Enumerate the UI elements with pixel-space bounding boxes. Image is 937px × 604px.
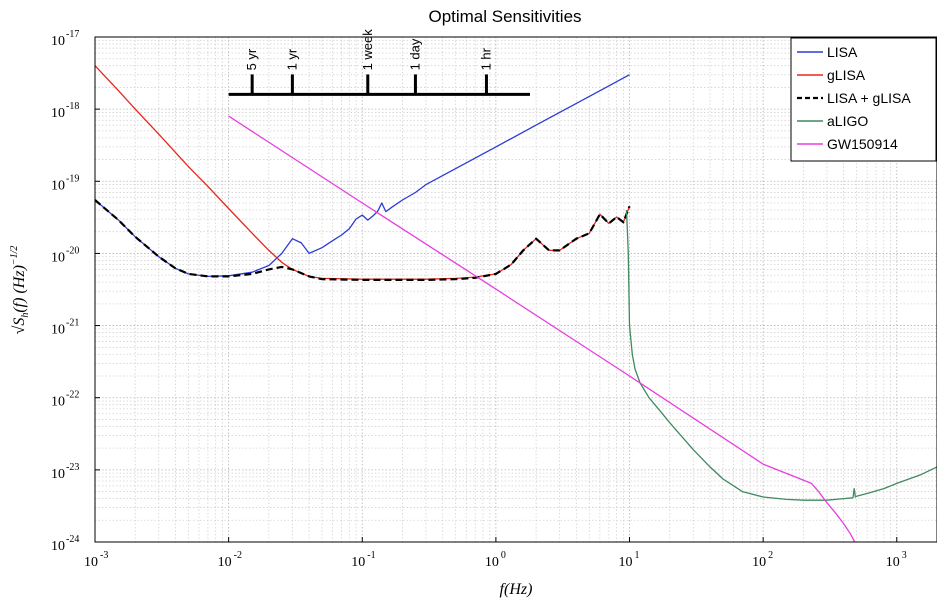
x-tick-exponent: 1 (635, 550, 640, 561)
y-axis-label-sub: h (20, 313, 31, 318)
series-group (95, 65, 937, 542)
y-tick-label: 10 (51, 178, 65, 193)
timeline: 5 yr 1 yr 1 week 1 day 1 hr (228, 29, 530, 96)
y-axis-label-exp: −1/2 (9, 246, 20, 266)
y-tick-exponent: -24 (66, 534, 79, 545)
y-tick-exponent: -21 (66, 318, 79, 329)
y-tick-label: 10 (51, 250, 65, 265)
x-tick-exponent: 3 (902, 550, 907, 561)
y-tick-label: 10 (51, 467, 65, 482)
legend-label: aLIGO (827, 113, 868, 129)
x-tick-label: 10 (619, 555, 633, 570)
series-line-lisa-glisa (95, 199, 631, 281)
x-tick-exponent: -3 (100, 550, 108, 561)
y-tick-exponent: -18 (66, 101, 79, 112)
x-tick-label: 10 (886, 555, 900, 570)
x-tick-label: 10 (485, 555, 499, 570)
x-tick-label: 10 (84, 555, 98, 570)
y-tick-label: 10 (51, 539, 65, 554)
y-tick-exponent: -19 (66, 173, 79, 184)
series-line-glisa (95, 65, 631, 280)
series-line-gw150914 (228, 115, 856, 542)
y-axis-label: √Sh(f) (Hz)−1/2 (9, 246, 31, 335)
timeline-label: 1 yr (284, 48, 299, 70)
y-tick-label: 10 (51, 395, 65, 410)
y-tick-label: 10 (51, 34, 65, 49)
legend-box (790, 37, 937, 162)
legend-label: LISA (827, 44, 858, 60)
y-tick-exponent: -22 (66, 390, 79, 401)
timeline-label: 1 hr (478, 47, 493, 70)
legend: LISA gLISA LISA + gLISA aLIGO GW150914 (790, 37, 937, 162)
chart-title: Optimal Sensitivities (428, 7, 581, 26)
x-tick-label: 10 (218, 555, 232, 570)
y-tick-exponent: -23 (66, 462, 79, 473)
timeline-label: 1 week (360, 29, 375, 71)
x-tick-exponent: -2 (234, 550, 242, 561)
grid (94, 36, 937, 543)
plot-frame (94, 36, 937, 543)
y-axis-label-rest: (f) (Hz) (11, 265, 28, 313)
legend-label: gLISA (827, 67, 866, 83)
y-tick-exponent: -17 (66, 29, 79, 40)
x-tick-exponent: 2 (768, 550, 773, 561)
x-axis-label: f(Hz) (500, 581, 533, 598)
y-tick-label: 10 (51, 106, 65, 121)
timeline-label: 1 day (407, 38, 422, 70)
timeline-label: 5 yr (244, 48, 259, 70)
x-tick-exponent: -1 (367, 550, 375, 561)
x-tick-exponent: 0 (501, 550, 506, 561)
legend-label: GW150914 (827, 136, 898, 152)
y-axis-label-base: √S (11, 318, 28, 335)
x-tick-label: 10 (351, 555, 365, 570)
x-tick-label: 10 (752, 555, 766, 570)
series-line-aligo (625, 209, 937, 501)
y-tick-exponent: -20 (66, 245, 79, 256)
y-tick-label: 10 (51, 323, 65, 338)
legend-label: LISA + gLISA (827, 90, 911, 106)
